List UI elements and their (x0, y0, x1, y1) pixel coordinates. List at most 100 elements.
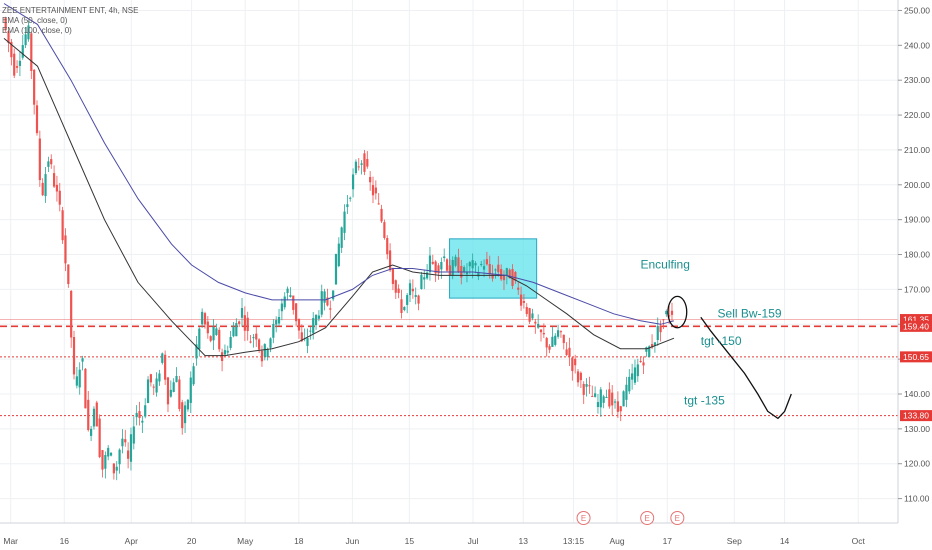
candle-body (349, 197, 352, 199)
price-level-badge[interactable] (900, 314, 932, 326)
candle-body (52, 173, 56, 187)
candle-body (164, 354, 167, 380)
candle-body (232, 327, 235, 337)
candle-body (622, 391, 625, 407)
time-axis[interactable]: Mar 16 Apr 20 May 18 Jun 15 Jul 13 13:15 Aug 17 Sep 14… (0, 522, 932, 550)
ema100-legend[interactable]: EMA (100, close, 0) (2, 26, 72, 35)
ema50-line (3, 38, 675, 357)
candle-body (155, 378, 158, 393)
candle-body (471, 260, 474, 269)
candle-body (608, 389, 611, 407)
candle-body (656, 325, 659, 341)
price-level-badge[interactable] (900, 351, 932, 363)
candle-body (206, 321, 209, 334)
candle-body (334, 253, 338, 285)
earnings-event-icon[interactable] (576, 511, 591, 525)
candle-body (258, 339, 261, 350)
candle-body (226, 350, 229, 353)
candle-body (574, 358, 577, 366)
ema50-legend[interactable]: EMA (50, close, 0) (2, 16, 68, 25)
candle-body (386, 238, 389, 255)
candle-body (186, 399, 190, 410)
candle-body (30, 33, 33, 71)
candle-body (636, 364, 639, 377)
user-drawings[interactable] (667, 295, 792, 420)
candle-body (189, 377, 192, 403)
price-level-badge-label: 159.40 (903, 321, 929, 331)
candle-body (21, 45, 24, 58)
candle-body (201, 311, 204, 325)
candle-body (559, 331, 563, 333)
candle-body (599, 389, 602, 408)
price-axis[interactable]: 110.00120.00130.00140.00150.00160.00170.… (897, 0, 932, 550)
candle-body (198, 328, 201, 350)
candle-body (92, 408, 96, 427)
chart-annotations: Enculfing Sell Bw-159 tgt -150 tgt -135 (641, 257, 782, 407)
time-tick-label: 15 (405, 536, 415, 546)
candle-body (659, 325, 662, 333)
candle-body (588, 385, 591, 387)
candle-body (87, 399, 90, 431)
candle-body (406, 295, 409, 305)
candle-body (420, 274, 423, 289)
candle-body (468, 262, 471, 267)
candle-body (491, 273, 494, 279)
engulfing-circle[interactable] (667, 295, 688, 329)
text-annotation: Enculfing (641, 257, 690, 271)
candle-body (72, 337, 76, 375)
candle-body (545, 337, 548, 348)
candle-body (642, 362, 645, 366)
candle-body (391, 268, 395, 284)
candle-body (434, 261, 437, 274)
earnings-event-icon[interactable] (640, 511, 655, 525)
candle-body (218, 329, 221, 350)
candle-body (58, 190, 61, 205)
freehand-target-curve[interactable] (700, 316, 792, 420)
earnings-event-icon[interactable] (670, 511, 685, 525)
price-level-badge[interactable] (900, 320, 932, 332)
candle-body (10, 41, 13, 58)
symbol-title[interactable]: ZEE ENTERTAINMENT ENT, 4h, NSE (2, 6, 139, 15)
time-tick-label: Oct (852, 536, 866, 546)
candle-body (369, 176, 372, 183)
candle-body (556, 330, 560, 337)
candle-body (448, 265, 451, 276)
candle-body (613, 401, 617, 403)
candle-body (275, 320, 278, 325)
candle-body (203, 313, 207, 325)
price-level-badge[interactable] (900, 410, 932, 422)
candle-body (169, 389, 172, 397)
candle-body (323, 291, 326, 303)
candle-body (519, 294, 523, 306)
candle-body (326, 297, 329, 306)
candle-body (306, 338, 309, 346)
candle-body (149, 374, 152, 383)
candle-body (289, 295, 292, 297)
candle-body (463, 267, 466, 272)
candle-body (380, 208, 383, 222)
text-annotation: tgt -150 (701, 334, 742, 348)
candle-body (329, 308, 332, 310)
candle-body (505, 268, 508, 276)
candle-body (631, 373, 634, 380)
price-tick-label: 230.00 (904, 75, 930, 85)
candle-body (653, 342, 657, 346)
candle-body (539, 329, 543, 333)
candle-body (4, 17, 7, 30)
time-tick-label: Aug (609, 536, 624, 546)
candle-body (633, 367, 637, 383)
highlight-rectangle[interactable] (449, 238, 538, 299)
consolidation-box[interactable] (449, 238, 538, 299)
candle-body (192, 366, 195, 385)
candlestick-series (4, 16, 674, 481)
candle-body (383, 222, 386, 238)
candle-body (209, 336, 212, 341)
candle-body (670, 310, 674, 315)
candle-body (371, 185, 375, 196)
time-tick-label: Apr (125, 536, 138, 546)
candle-body (650, 344, 654, 348)
time-tick-label: Jun (346, 536, 360, 546)
candle-body (255, 333, 258, 340)
